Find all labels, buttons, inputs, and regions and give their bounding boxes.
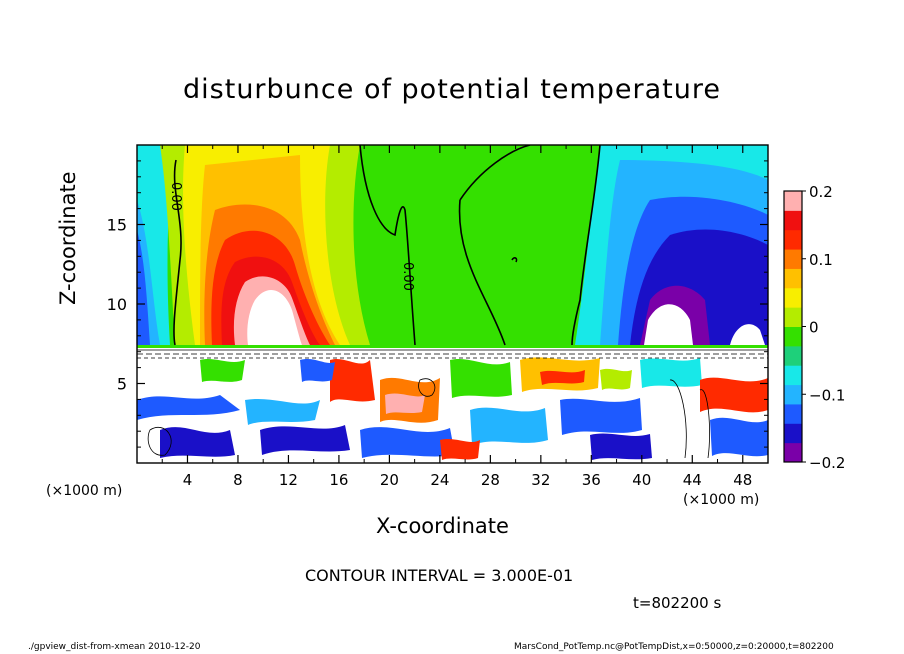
contour-lines [173,145,601,346]
colorbar-tick-label: 0.1 [809,251,833,269]
colorbar-swatch [784,287,802,308]
y-tick-label: 15 [107,216,127,235]
left-cool-core-inner [137,230,150,345]
colorbar-swatch [784,384,802,405]
colorbar-swatch [784,403,802,424]
footer-data-source: MarsCond_PotTemp.nc@PotTempDist,x=0:5000… [514,642,834,652]
turbulent-patches [137,357,768,460]
cold-region-peak [644,304,693,345]
colorbar-swatch [784,345,802,366]
colorbar-swatch [784,229,802,250]
x-tick-label: 36 [582,471,601,489]
x-axis-unit-left: (×1000 m) [46,483,123,499]
x-axis-ticks: 4 8 12 16 20 24 28 32 36 40 44 48 [136,145,769,489]
colorbar-tick-label: 0 [809,319,819,337]
colorbar-swatch [784,423,802,444]
y-axis-ticks: 5 10 15 [107,160,768,448]
footer-script-info: ./gpview_dist-from-xmean 2010-12-20 [28,642,201,652]
x-tick-label: 48 [733,471,752,489]
chart-title: disturbunce of potential temperature [183,74,721,105]
x-tick-label: 44 [683,471,702,489]
x-tick-label: 24 [430,471,449,489]
warm-plume-peak [247,289,302,345]
heatmap-field [137,145,768,463]
colorbar-tick-label: −0.1 [809,386,845,404]
x-tick-label: 28 [481,471,500,489]
x-axis-label: X-coordinate [376,514,509,538]
x-tick-label: 16 [329,471,348,489]
contour-label-center: 0.00 [400,262,415,291]
colorbar-swatch [784,307,802,327]
x-tick-label: 8 [233,471,243,489]
lower-contour-lines [137,349,768,459]
colorbar-swatch [784,442,802,463]
x-tick-label: 40 [632,471,651,489]
time-label: t=802200 s [633,594,722,612]
colorbar-swatch [784,249,802,269]
x-axis-unit-right: (×1000 m) [683,492,760,508]
x-tick-label: 12 [279,471,298,489]
colorbar-tick-label: 0.2 [809,183,833,201]
contour-interval-label: CONTOUR INTERVAL = 3.000E-01 [305,566,574,585]
contour-label-left: 0.00 [168,182,183,211]
colorbar-swatch [784,191,802,211]
x-tick-label: 20 [380,471,399,489]
colorbar-swatch [784,365,802,386]
colorbar-swatch [784,210,802,231]
x-tick-label: 32 [531,471,550,489]
y-tick-label: 5 [117,375,127,394]
colorbar-tick-label: −0.2 [809,454,845,472]
x-tick-label: 4 [183,471,193,489]
colorbar: 0.2 0.1 0 −0.1 −0.2 [783,183,845,472]
y-tick-label: 10 [107,295,127,314]
cold-region-small-peak [730,324,765,345]
colorbar-swatch [784,326,802,347]
colorbar-swatch [784,268,802,289]
